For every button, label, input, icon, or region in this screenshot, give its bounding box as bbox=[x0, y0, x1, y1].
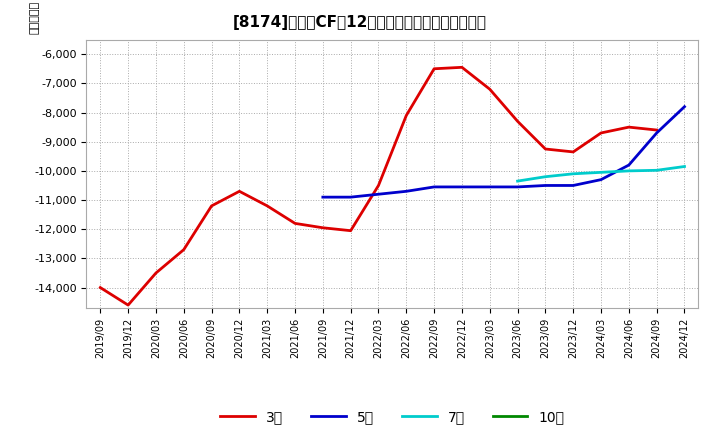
Legend: 3年, 5年, 7年, 10年: 3年, 5年, 7年, 10年 bbox=[215, 405, 570, 430]
Text: [8174]　投賄CFの12か月移動合計の平均値の推移: [8174] 投賄CFの12か月移動合計の平均値の推移 bbox=[233, 15, 487, 30]
Text: （百万円）: （百万円） bbox=[30, 1, 40, 34]
